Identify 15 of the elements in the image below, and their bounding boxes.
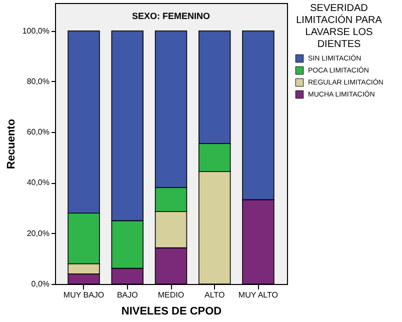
x-axis-title: NIVELES DE CPOD (121, 306, 222, 318)
y-tick-label: 100,0% (22, 26, 50, 36)
y-tick-label: 0,0% (31, 280, 50, 288)
x-tick-label: MUY BAJO (63, 290, 104, 300)
text: SEXO: FEMENINO (132, 11, 210, 21)
legend-title: SEVERIDAD LIMITACIÓN PARA LAVARSE LOS DIENTES (296, 3, 382, 50)
x-tick-label: MEDIO (158, 290, 184, 300)
x-tick-label: MUY ALTO (238, 290, 278, 300)
x-tick-label: BAJO (116, 290, 138, 300)
y-tick-label: 80,0% (26, 76, 50, 86)
y-tick-label: 20,0% (26, 228, 50, 238)
x-tick-label: ALTO (204, 290, 225, 300)
y-axis-title: Recuento (5, 118, 18, 170)
y-tick-label: 60,0% (26, 128, 50, 137)
y-tick-label: 40,0% (26, 178, 50, 188)
